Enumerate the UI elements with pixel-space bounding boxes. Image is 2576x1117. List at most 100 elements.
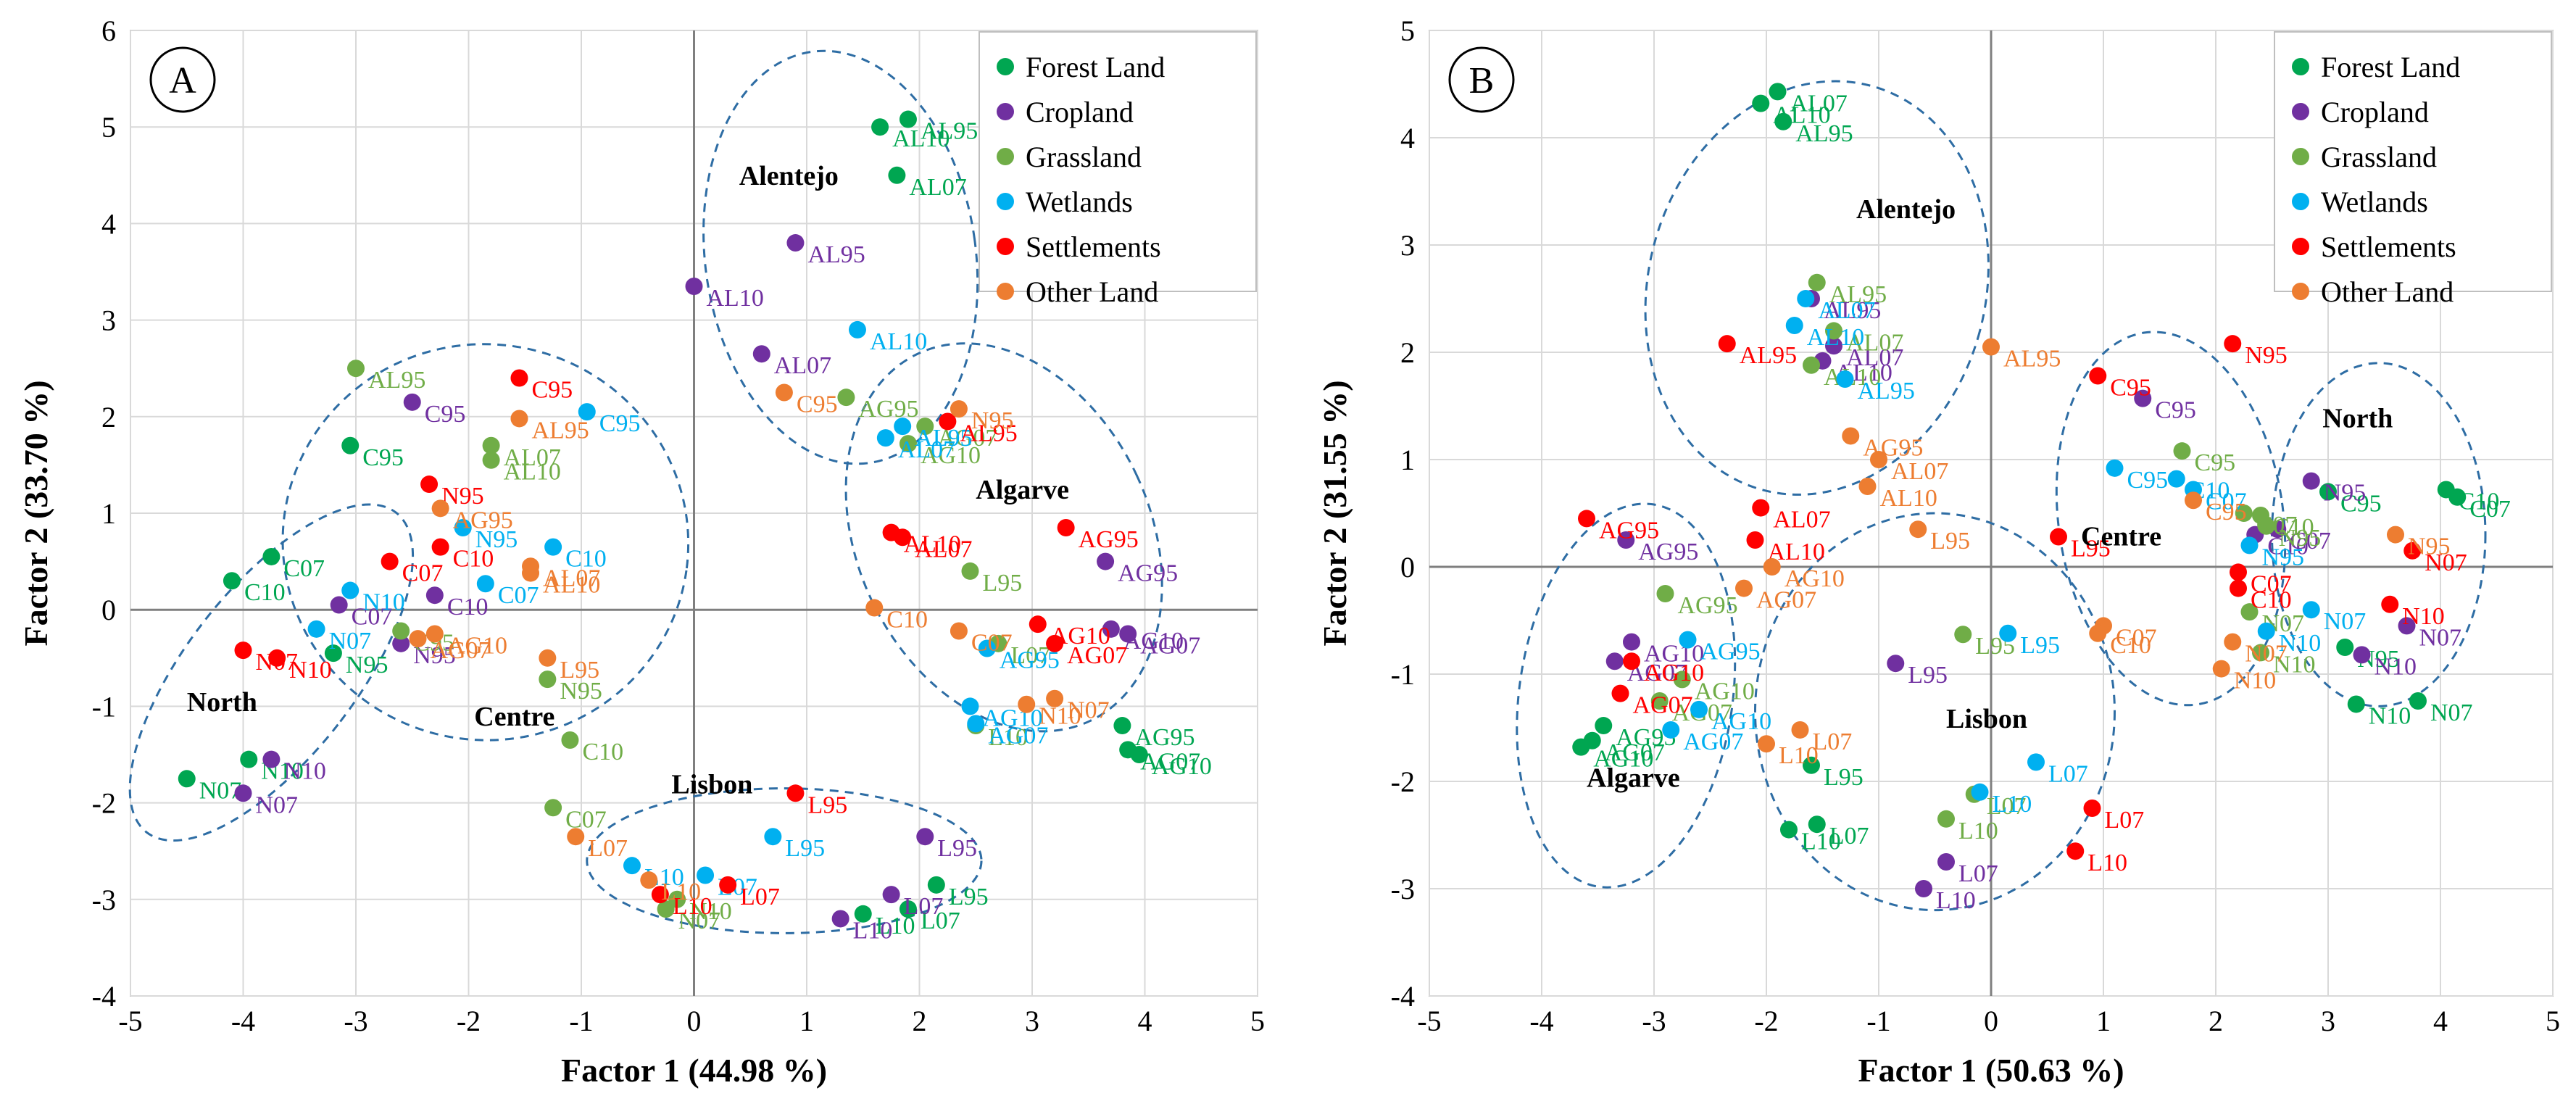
- panel-b-x-tick-label: -2: [1754, 1005, 1778, 1037]
- panel-a-x-tick-label: 0: [687, 1005, 702, 1037]
- panel-a-legend-marker-wetlands: [997, 193, 1014, 210]
- panel-a-point-forest-land-c10: [223, 572, 241, 590]
- panel-b-x-tick-label: 4: [2433, 1005, 2448, 1037]
- panel-a-point-label-other-land-al10: AL10: [543, 572, 600, 599]
- panel-a-point-label-grassland-ag10: AG10: [921, 442, 981, 469]
- panel-a-x-tick-label: 3: [1025, 1005, 1039, 1037]
- panel-a-y-tick-label: 6: [101, 14, 116, 47]
- panel-a-point-label-wetlands-n10: N10: [362, 589, 405, 616]
- panel-b-region-label-lisbon: Lisbon: [1946, 704, 2027, 734]
- panel-b-point-other-land-al95: [1982, 338, 2000, 356]
- panel-a-point-cropland-n95: [392, 634, 410, 652]
- panel-a-point-label-wetlands-al95: AL95: [915, 425, 972, 452]
- panel-a-point-label-forest-land-c95: C95: [362, 444, 404, 471]
- panel-a-point-forest-land-al07: [888, 166, 906, 184]
- panel-b-point-other-land-ag95: [1842, 427, 1860, 445]
- panel-b-point-label-settlements-ag10: AG10: [1644, 660, 1704, 686]
- panel-b-point-other-land-l95: [1909, 520, 1927, 539]
- panel-a-point-settlements-ag95: [1057, 518, 1075, 536]
- panel-a-point-cropland-l07: [882, 886, 900, 904]
- panel-a-legend-label-settlements: Settlements: [1026, 231, 1161, 263]
- panel-b-point-label-forest-land-c95: C95: [2340, 490, 2382, 517]
- panel-a-y-tick-label: 3: [101, 304, 116, 337]
- panel-b-point-forest-land-al07: [1769, 83, 1787, 101]
- panel-a-point-label-grassland-l10: L10: [988, 724, 1028, 751]
- panel-b-region-ellipse-lisbon: [1754, 512, 2116, 912]
- panel-b-point-wetlands-al10: [1785, 317, 1803, 334]
- panel-b-point-label-settlements-c10: C10: [2251, 587, 2292, 614]
- panel-b-legend-label-other-land: Other Land: [2321, 275, 2454, 308]
- panel-a-region-ellipse-north: [128, 503, 415, 842]
- panel-b-point-label-grassland-ag10: AG10: [1695, 678, 1755, 705]
- panel-a-point-settlements-l10: [651, 886, 669, 904]
- panel-a-point-forest-land-l07: [899, 900, 917, 918]
- panel-a-point-settlements-n07: [234, 641, 252, 660]
- panel-b-legend-label-grassland: Grassland: [2321, 141, 2437, 173]
- panel-a-region-ellipse-lisbon: [586, 787, 983, 934]
- panel-a-x-tick-label: -2: [457, 1005, 481, 1037]
- panel-b-point-label-grassland-ag95: AG95: [1678, 592, 1738, 619]
- panel-b-point-other-land-n10: [2212, 660, 2230, 678]
- panel-b-point-wetlands-c95: [2106, 459, 2124, 477]
- panel-b-point-label-cropland-n07: N07: [2419, 624, 2462, 651]
- panel-a-point-label-forest-land-ag10: AG10: [1152, 753, 1212, 780]
- panel-a-point-label-forest-land-ag07: AG07: [1140, 748, 1200, 775]
- panel-a-point-forest-land-c95: [341, 436, 360, 454]
- panel-a-point-wetlands-l07: [697, 866, 715, 884]
- panel-a-point-cropland-c07: [330, 596, 348, 614]
- panel-a-point-other-land-l95: [539, 649, 557, 667]
- panel-a-point-cropland-n10: [262, 750, 281, 768]
- panel-a-point-grassland-ag95: [837, 389, 855, 407]
- panel-a-x-axis-title: Factor 1 (44.98 %): [561, 1052, 827, 1089]
- panel-a-x-tick-label: 4: [1138, 1005, 1152, 1037]
- panel-b-point-wetlands-l10: [1971, 783, 1989, 801]
- panel-b-point-label-other-land-ag10: AG10: [1784, 565, 1845, 592]
- panel-b-point-label-cropland-l10: L10: [1936, 887, 1976, 914]
- panel-b-legend-marker-forest-land: [2292, 58, 2309, 75]
- panel-b-point-grassland-n95: [2257, 517, 2275, 535]
- panel-b-point-label-forest-land-ag07: AG07: [1605, 739, 1665, 766]
- panel-b-point-wetlands-l95: [1999, 624, 2017, 642]
- panel-a-point-label-wetlands-al10: AL10: [870, 328, 927, 355]
- panel-b-point-label-settlements-l95: L95: [2071, 536, 2111, 562]
- panel-b-point-label-settlements-l07: L07: [2105, 807, 2145, 834]
- panel-a-point-grassland-ag07: [916, 418, 934, 436]
- panel-a-y-tick-label: 2: [101, 401, 116, 433]
- panel-a-panel-letter-circle: [149, 46, 216, 113]
- panel-b-point-label-grassland-l10: L10: [1958, 818, 1998, 844]
- panel-b-point-label-other-land-c95: C95: [2206, 499, 2247, 526]
- panel-b-point-label-settlements-c07: C07: [2251, 570, 2292, 597]
- panel-a-point-label-wetlands-n07: N07: [329, 628, 372, 655]
- panel-a-point-settlements-c10: [431, 538, 449, 556]
- panel-a-point-forest-land-al10: [871, 118, 889, 136]
- panel-b-y-tick-label: -3: [1391, 873, 1415, 905]
- panel-a-point-label-forest-land-n95: N95: [346, 652, 389, 678]
- panel-a-point-other-land-n95: [950, 400, 968, 418]
- panel-b-y-tick-label: 3: [1400, 229, 1415, 262]
- panel-b-point-wetlands-n95: [2240, 536, 2259, 555]
- panel-a-point-label-settlements-l95: L95: [807, 792, 847, 818]
- panel-a-y-tick-label: -1: [92, 690, 116, 723]
- panel-a-point-label-grassland-ag95: AG95: [858, 396, 918, 423]
- panel-a-point-settlements-al07: [894, 528, 912, 547]
- panel-b-point-grassland-ag10: [1673, 670, 1691, 689]
- panel-b-point-label-other-land-ag07: AG07: [1756, 587, 1816, 614]
- panel-a-point-label-cropland-l07: L07: [904, 893, 944, 920]
- panel-b-point-label-cropland-al95: AL95: [1824, 297, 1881, 324]
- panel-a-point-label-settlements-c95: C95: [531, 377, 573, 404]
- panel-b-point-label-grassland-c10: C10: [2273, 514, 2314, 541]
- panel-b-region-label-north: North: [2322, 404, 2393, 434]
- panel-a-point-label-cropland-al10: AL10: [707, 285, 764, 312]
- panel-b-point-label-wetlands-l07: L07: [2048, 760, 2088, 787]
- panel-b-region-ellipse-alentejo: [1644, 80, 1990, 496]
- panel-a-point-label-settlements-n10: N10: [289, 657, 332, 684]
- panel-a-y-tick-label: 5: [101, 111, 116, 144]
- panel-a-point-wetlands-al10: [848, 320, 866, 339]
- panel-b-point-wetlands-al07: [1797, 290, 1815, 307]
- panel-a-point-label-other-land-l10: L10: [661, 879, 701, 905]
- panel-b-point-label-other-land-n10: N10: [2234, 668, 2277, 694]
- panel-a-point-grassland-n07: [657, 900, 675, 918]
- panel-a-point-other-land-n10: [1018, 695, 1036, 713]
- panel-b-legend-marker-settlements: [2292, 238, 2309, 255]
